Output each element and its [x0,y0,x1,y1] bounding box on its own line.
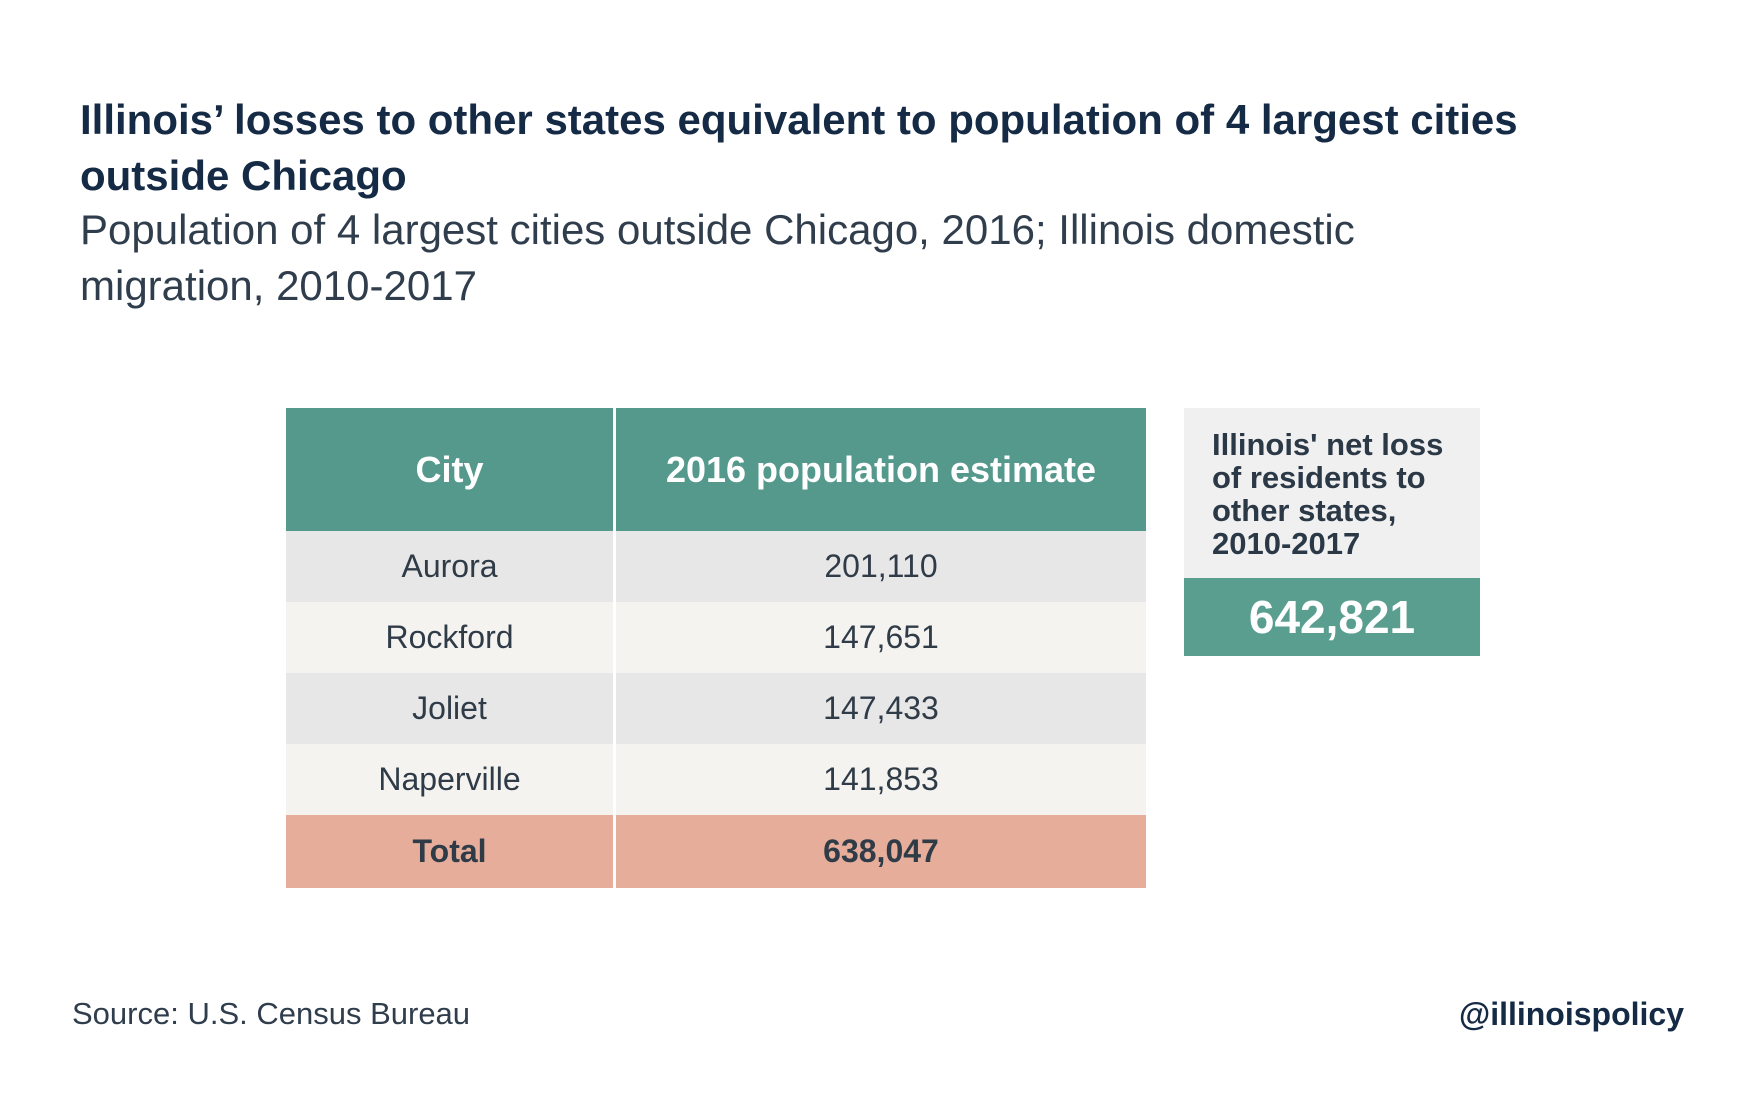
table-row: Rockford 147,651 [286,602,1146,673]
social-handle: @illinoispolicy [1458,996,1684,1032]
population-cell: 141,853 [616,744,1146,815]
table-row: Naperville 141,853 [286,744,1146,815]
city-cell: Aurora [286,531,616,602]
total-value-cell: 638,047 [616,815,1146,888]
table-row: Joliet 147,433 [286,673,1146,744]
population-table: City 2016 population estimate Aurora 201… [286,408,1146,888]
table-row: Aurora 201,110 [286,531,1146,602]
population-cell: 201,110 [616,531,1146,602]
net-loss-value: 642,821 [1184,578,1480,656]
population-cell: 147,651 [616,602,1146,673]
table-header-row: City 2016 population estimate [286,408,1146,531]
city-cell: Joliet [286,673,616,744]
city-cell: Rockford [286,602,616,673]
chart-subtitle: Population of 4 largest cities outside C… [80,206,1355,309]
net-loss-label: Illinois' net loss of residents to other… [1184,408,1480,578]
table-total-row: Total 638,047 [286,815,1146,888]
population-cell: 147,433 [616,673,1146,744]
city-cell: Naperville [286,744,616,815]
total-label-cell: Total [286,815,616,888]
source-note: Source: U.S. Census Bureau [72,996,471,1031]
column-header-city: City [286,408,616,531]
net-loss-callout: Illinois' net loss of residents to other… [1184,408,1480,656]
column-header-population: 2016 population estimate [616,408,1146,531]
chart-title: Illinois’ losses to other states equival… [80,96,1518,199]
